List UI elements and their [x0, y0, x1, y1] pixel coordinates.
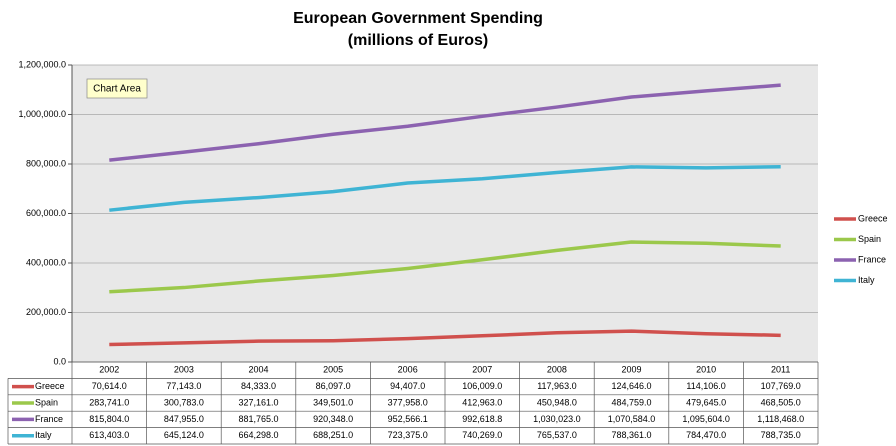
table-cell: 1,095,604.0 [682, 414, 730, 424]
y-tick-label: 800,000.0 [26, 158, 66, 168]
table-cell: 788,735.0 [761, 430, 801, 440]
table-cell: 283,741.0 [89, 397, 129, 407]
table-cell: 664,298.0 [238, 430, 278, 440]
table-cell: 1,030,023.0 [533, 414, 581, 424]
table-cell: 784,470.0 [686, 430, 726, 440]
x-tick-label: 2003 [174, 365, 194, 375]
table-row-label: Italy [35, 430, 52, 440]
table-cell: 412,963.0 [462, 397, 502, 407]
table-cell: 1,070,584.0 [608, 414, 656, 424]
y-tick-label: 1,200,000.0 [18, 59, 66, 69]
chart-subtitle: (millions of Euros) [348, 32, 488, 49]
table-cell: 114,106.0 [686, 381, 725, 391]
table-cell: 881,765.0 [238, 414, 278, 424]
x-tick-label: 2007 [472, 365, 492, 375]
y-tick-label: 1,000,000.0 [18, 109, 66, 119]
tooltip: Chart Area [93, 84, 141, 95]
x-tick-label: 2011 [771, 365, 790, 375]
table-cell: 468,505.0 [761, 397, 801, 407]
series-line [109, 83, 781, 162]
table-cell: 484,759.0 [611, 397, 651, 407]
table-cell: 327,161.0 [238, 397, 278, 407]
table-cell: 645,124.0 [164, 430, 204, 440]
series-line [109, 165, 781, 212]
table-cell: 117,963.0 [537, 381, 576, 391]
table-row-label: Spain [35, 397, 58, 407]
table-cell: 377,958.0 [388, 397, 428, 407]
table-cell: 450,948.0 [537, 397, 577, 407]
y-tick-label: 400,000.0 [26, 257, 66, 267]
table-cell: 86,097.0 [316, 381, 351, 391]
table-cell: 613,403.0 [89, 430, 129, 440]
table-row-label: Greece [35, 381, 65, 391]
y-tick-label: 200,000.0 [26, 307, 66, 317]
table-row-label: France [35, 414, 63, 424]
table-cell: 815,804.0 [89, 414, 129, 424]
series-line [109, 329, 781, 347]
y-tick-label: 600,000.0 [26, 208, 66, 218]
chart-title: European Government Spending [293, 10, 543, 27]
series-line [109, 240, 781, 294]
table-cell: 479,645.0 [686, 397, 726, 407]
table-cell: 723,375.0 [388, 430, 428, 440]
x-tick-label: 2008 [547, 365, 567, 375]
table-cell: 349,501.0 [313, 397, 353, 407]
x-tick-label: 2006 [398, 365, 418, 375]
table-cell: 300,783.0 [164, 397, 204, 407]
legend-label: France [858, 254, 886, 264]
x-tick-label: 2009 [621, 365, 641, 375]
table-cell: 84,333.0 [241, 381, 276, 391]
legend-label: Spain [858, 234, 881, 244]
tooltip-box [86, 78, 148, 99]
table-cell: 106,009.0 [462, 381, 502, 391]
table-cell: 107,769.0 [761, 381, 801, 391]
table-cell: 952,566.1 [388, 414, 428, 424]
x-tick-label: 2002 [99, 365, 119, 375]
table-cell: 920,348.0 [313, 414, 353, 424]
table-cell: 94,407.0 [390, 381, 425, 391]
table-cell: 124,646.0 [611, 381, 651, 391]
table-cell: 77,143.0 [166, 381, 201, 391]
table-cell: 70,614.0 [92, 381, 127, 391]
x-tick-label: 2005 [323, 365, 343, 375]
table-cell: 740,269.0 [462, 430, 502, 440]
table-cell: 847,955.0 [164, 414, 204, 424]
table-cell: 992,618.8 [462, 414, 502, 424]
legend-label: Greece [858, 213, 888, 223]
table-cell: 688,251.0 [313, 430, 353, 440]
table-cell: 765,537.0 [537, 430, 577, 440]
x-tick-label: 2004 [248, 365, 268, 375]
x-tick-label: 2010 [696, 365, 716, 375]
y-tick-label: 0.0 [53, 356, 66, 366]
legend-label: Italy [858, 275, 875, 285]
table-cell: 788,361.0 [611, 430, 651, 440]
table-cell: 1,118,468.0 [757, 414, 804, 424]
